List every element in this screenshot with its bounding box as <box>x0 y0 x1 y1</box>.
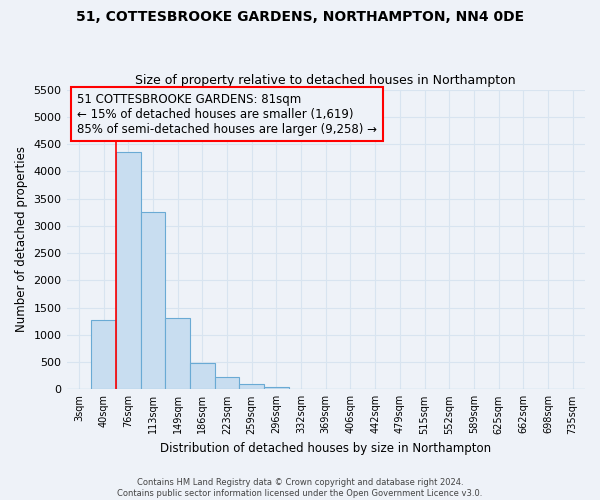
Bar <box>91 320 116 390</box>
X-axis label: Distribution of detached houses by size in Northampton: Distribution of detached houses by size … <box>160 442 491 455</box>
Title: Size of property relative to detached houses in Northampton: Size of property relative to detached ho… <box>136 74 516 87</box>
Bar <box>215 377 239 390</box>
Bar <box>190 363 215 390</box>
Bar <box>239 384 264 390</box>
Bar <box>116 152 140 390</box>
Text: 51, COTTESBROOKE GARDENS, NORTHAMPTON, NN4 0DE: 51, COTTESBROOKE GARDENS, NORTHAMPTON, N… <box>76 10 524 24</box>
Text: Contains HM Land Registry data © Crown copyright and database right 2024.
Contai: Contains HM Land Registry data © Crown c… <box>118 478 482 498</box>
Text: 51 COTTESBROOKE GARDENS: 81sqm
← 15% of detached houses are smaller (1,619)
85% : 51 COTTESBROOKE GARDENS: 81sqm ← 15% of … <box>77 92 377 136</box>
Bar <box>140 212 165 390</box>
Y-axis label: Number of detached properties: Number of detached properties <box>15 146 28 332</box>
Bar <box>165 318 190 390</box>
Bar <box>264 386 289 390</box>
